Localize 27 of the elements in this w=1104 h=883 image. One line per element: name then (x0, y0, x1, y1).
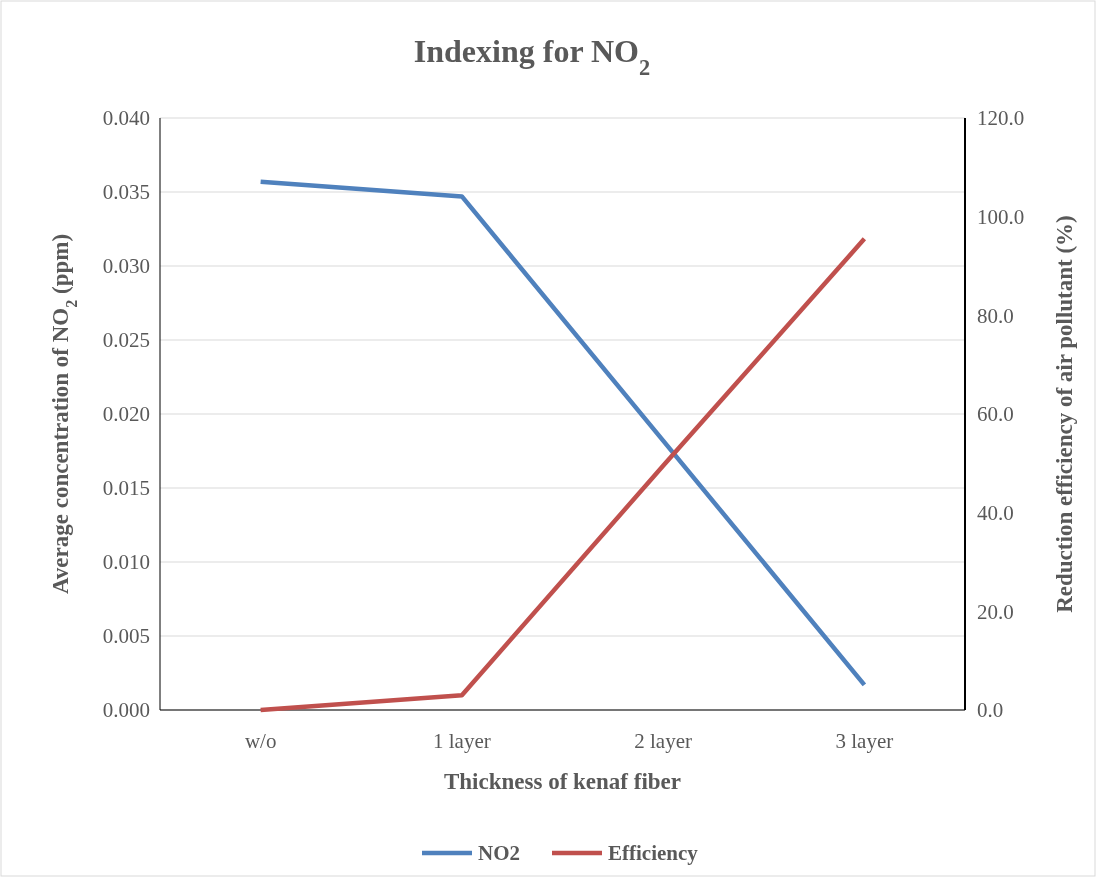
y2-tick-label: 100.0 (977, 205, 1025, 230)
legend-label: Efficiency (608, 841, 699, 866)
y-tick-label: 0.040 (102, 106, 150, 131)
y-tick-label: 0.010 (102, 550, 150, 575)
line-series (258, 236, 867, 713)
x-tick-label: 2 layer (634, 729, 692, 753)
y2-axis-title: Reduction efficiency of air pollutant (%) (1052, 215, 1077, 613)
y-tick-label: 0.020 (102, 402, 150, 427)
y-tick-label: 0.015 (102, 476, 150, 501)
y-tick-label: 0.025 (102, 328, 150, 353)
x-tick-label: w/o (244, 729, 277, 753)
y-tick-label: 0.005 (102, 624, 150, 649)
y2-tick-label: 40.0 (977, 501, 1014, 526)
y-tick-label: 0.030 (102, 254, 150, 279)
x-tick-label: 1 layer (433, 729, 491, 753)
y2-tick-label: 120.0 (977, 106, 1025, 131)
y-tick-label: 0.000 (102, 698, 150, 723)
chart-title: Indexing for NO$_{2}$ (413, 33, 651, 80)
y2-tick-label: 0.0 (977, 698, 1004, 723)
legend-label: NO2 (478, 841, 520, 866)
line-series (258, 179, 867, 688)
x-tick-label: 3 layer (835, 729, 894, 753)
y-tick-label: 0.035 (102, 180, 150, 205)
y2-tick-label: 60.0 (977, 402, 1014, 427)
y2-tick-label: 80.0 (977, 303, 1014, 328)
y2-tick-label: 20.0 (977, 599, 1014, 624)
x-axis-title: Thickness of kenaf fiber (443, 769, 682, 794)
